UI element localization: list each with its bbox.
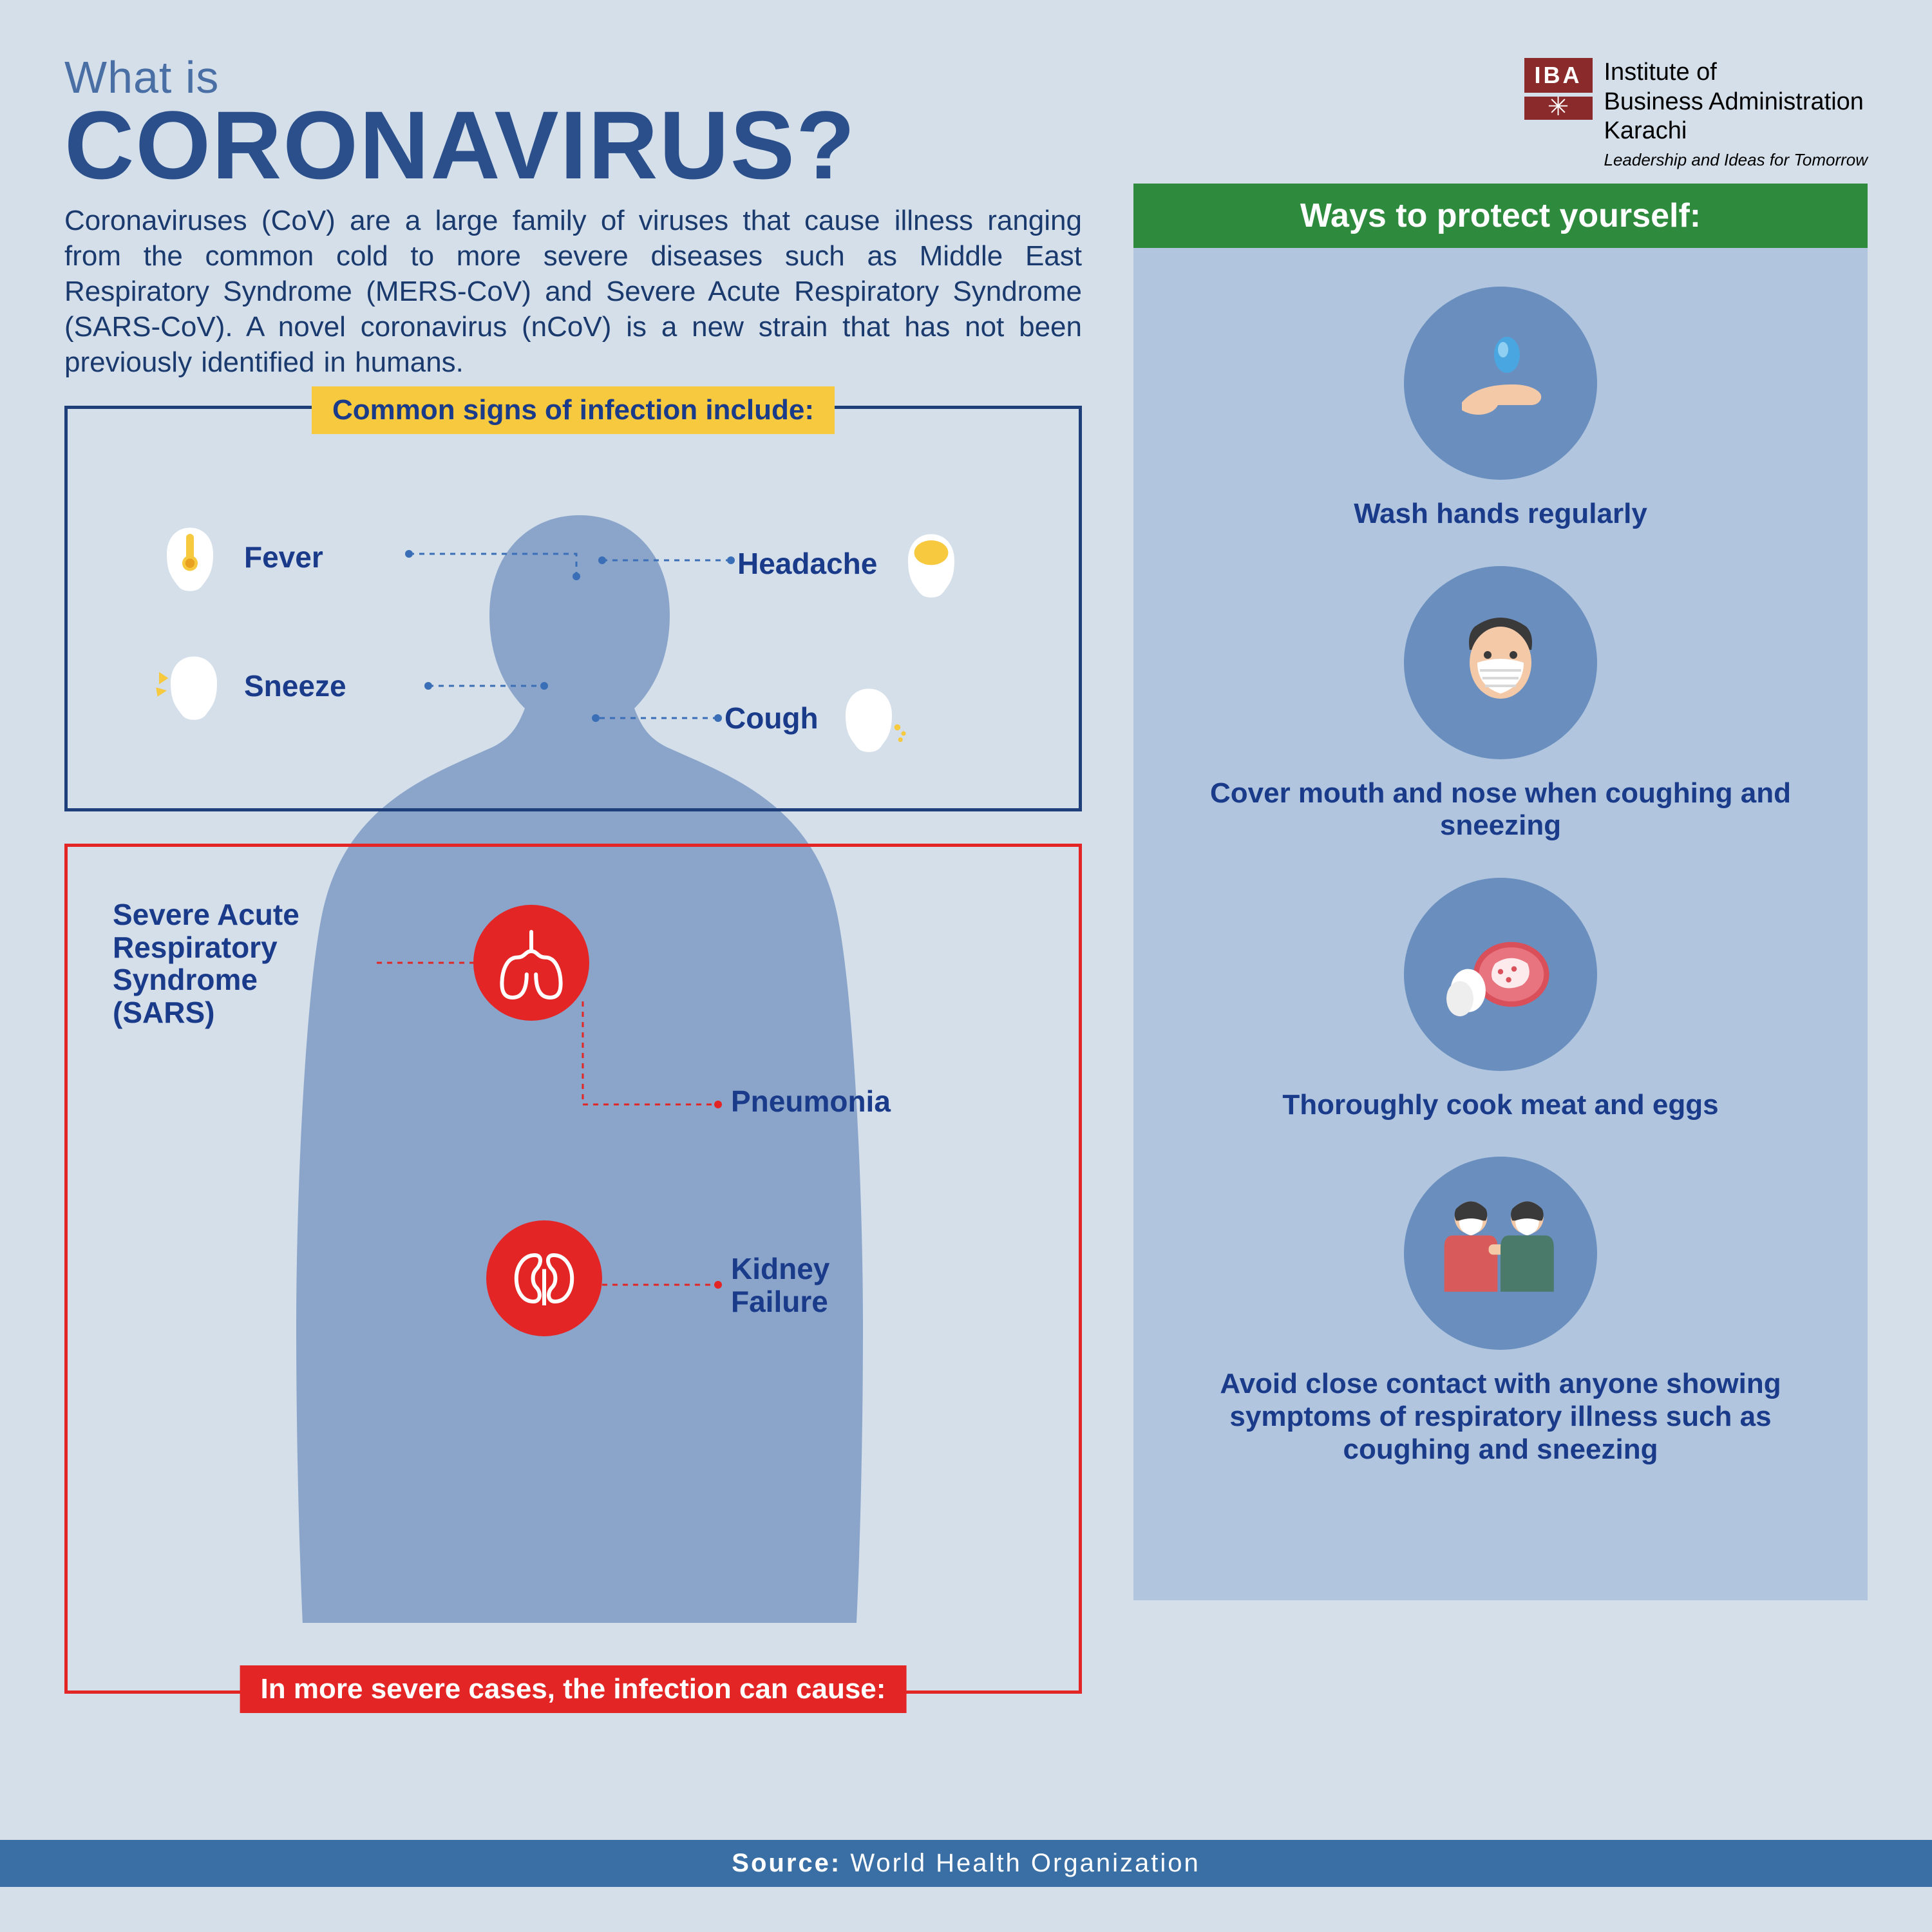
sneeze-icon: [151, 647, 229, 724]
sign-sneeze: Sneeze: [151, 647, 346, 724]
institution-logo: IBA ✳ Institute of Business Administrati…: [1524, 52, 1868, 170]
kidneys-icon: [506, 1240, 583, 1317]
sev-kidney-label: Kidney Failure: [731, 1253, 829, 1318]
logo-symbol: ✳: [1524, 97, 1593, 120]
blue-connectors: [68, 409, 1079, 808]
severe-panel: In more severe cases, the infection can …: [64, 844, 1082, 1694]
cook-food-icon: [1404, 878, 1597, 1071]
protect-label-0: Wash hands regularly: [1354, 498, 1647, 531]
wash-hands-icon: [1404, 287, 1597, 480]
symptoms-column: Common signs of infection include:: [64, 406, 1082, 1694]
headache-icon: [893, 525, 970, 602]
sev-pneumonia-label: Pneumonia: [731, 1085, 891, 1118]
sign-fever: Fever: [151, 518, 323, 596]
sign-cough: Cough: [724, 679, 911, 757]
mask-face-icon: [1404, 566, 1597, 759]
sign-sneeze-label: Sneeze: [244, 668, 346, 703]
cough-icon: [834, 679, 911, 757]
fever-icon: [151, 518, 229, 596]
avoid-contact-icon: [1404, 1157, 1597, 1350]
protect-label-2: Thoroughly cook meat and eggs: [1282, 1089, 1718, 1122]
sign-headache-label: Headache: [737, 546, 877, 581]
source-footer: Source: World Health Organization: [0, 1840, 1932, 1887]
logo-line1: Institute of: [1604, 58, 1868, 88]
title-block: What is CORONAVIRUS?: [64, 52, 1524, 193]
sign-fever-label: Fever: [244, 540, 323, 574]
protect-label-3: Avoid close contact with anyone showing …: [1185, 1368, 1816, 1466]
logo-mark: IBA ✳: [1524, 58, 1593, 120]
logo-tagline: Leadership and Ideas for Tomorrow: [1604, 150, 1868, 170]
protect-column: Ways to protect yourself: Wash hands reg…: [1133, 184, 1868, 1600]
sign-headache: Headache: [737, 525, 970, 602]
sign-cough-label: Cough: [724, 701, 819, 735]
intro-paragraph: Coronaviruses (CoV) are a large family o…: [64, 203, 1082, 380]
protect-heading: Ways to protect yourself:: [1133, 184, 1868, 248]
protect-item-avoid: Avoid close contact with anyone showing …: [1185, 1157, 1816, 1466]
logo-line2: Business Administration: [1604, 88, 1868, 117]
footer-label: Source:: [732, 1849, 841, 1877]
sev-sars-label: Severe Acute Respiratory Syndrome (SARS): [113, 898, 299, 1028]
footer-value: World Health Organization: [850, 1849, 1200, 1877]
kidneys-badge: [486, 1220, 602, 1336]
protect-item-mask: Cover mouth and nose when coughing and s…: [1185, 566, 1816, 842]
main-title: CORONAVIRUS?: [64, 97, 1524, 193]
logo-abbrev: IBA: [1524, 58, 1593, 93]
logo-line3: Karachi: [1604, 117, 1868, 146]
protect-item-cook: Thoroughly cook meat and eggs: [1282, 878, 1718, 1122]
lungs-badge: [473, 905, 589, 1021]
protect-item-wash: Wash hands regularly: [1354, 287, 1647, 531]
lungs-icon: [493, 924, 570, 1001]
common-signs-panel: Common signs of infection include:: [64, 406, 1082, 811]
protect-label-1: Cover mouth and nose when coughing and s…: [1185, 777, 1816, 842]
